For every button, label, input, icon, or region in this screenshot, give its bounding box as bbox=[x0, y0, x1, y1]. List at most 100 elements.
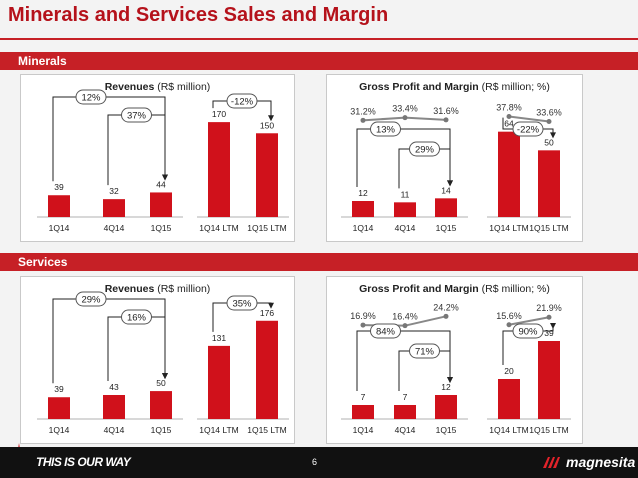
chart-title: Revenues (R$ million) bbox=[21, 81, 294, 93]
chart-title-rest: (R$ million; %) bbox=[478, 283, 550, 295]
margin-label: 33.6% bbox=[536, 108, 562, 118]
bar bbox=[256, 320, 278, 419]
bar-value-label: 7 bbox=[403, 392, 408, 402]
growth-pill bbox=[121, 107, 152, 123]
bar-value-label: 43 bbox=[109, 382, 119, 392]
chart-title-rest: (R$ million; %) bbox=[478, 81, 550, 93]
chart-title-bold: Gross Profit and Margin bbox=[359, 283, 479, 295]
bar-value-label: 20 bbox=[504, 366, 514, 376]
bar bbox=[498, 131, 520, 217]
margin-label: 21.9% bbox=[536, 303, 562, 313]
category-label: 1Q15 bbox=[436, 223, 457, 233]
bar-value-label: 11 bbox=[401, 189, 410, 199]
section-header-services: Services bbox=[0, 253, 638, 271]
category-label: 1Q14 LTM bbox=[489, 425, 529, 435]
minerals-revenues-plot: 39 1Q14 32 4Q14 44 1Q15 170 1Q14 LTM 150 1Q15 LTM… bbox=[37, 89, 289, 233]
margin-point bbox=[546, 119, 552, 125]
margin-point bbox=[402, 323, 408, 329]
bar bbox=[435, 395, 457, 419]
bar-value-label: 32 bbox=[109, 186, 119, 196]
category-label: 4Q14 bbox=[104, 425, 125, 435]
growth-arrowhead bbox=[268, 302, 274, 309]
margin-line bbox=[508, 115, 550, 123]
category-label: 1Q14 bbox=[49, 223, 70, 233]
bar bbox=[150, 391, 172, 419]
margin-label: 15.6% bbox=[496, 311, 522, 321]
bar bbox=[208, 345, 230, 419]
margin-label: 24.2% bbox=[433, 302, 459, 312]
growth-annotation: 13% bbox=[356, 121, 453, 187]
growth-pill bbox=[409, 343, 440, 359]
growth-label: 16% bbox=[127, 313, 147, 324]
category-label: 1Q15 bbox=[151, 223, 172, 233]
growth-label: 29% bbox=[415, 145, 435, 156]
category-label: 1Q15 LTM bbox=[247, 425, 287, 435]
bar bbox=[208, 122, 230, 217]
bar bbox=[48, 195, 70, 217]
growth-annotation: 35% bbox=[212, 295, 274, 332]
margin-label: 16.4% bbox=[392, 312, 418, 322]
growth-pill bbox=[370, 121, 401, 137]
growth-pill bbox=[370, 323, 401, 339]
chart-title-bold: Revenues bbox=[104, 81, 155, 93]
bar bbox=[352, 405, 374, 419]
growth-annotation: 12% bbox=[52, 89, 168, 182]
growth-label: 29% bbox=[81, 295, 101, 306]
growth-arrowhead bbox=[162, 174, 168, 181]
growth-pill bbox=[409, 141, 440, 157]
minerals-gross-profit-chart: Gross Profit and Margin (R$ million; %) … bbox=[326, 74, 583, 242]
growth-pill bbox=[121, 309, 152, 325]
category-label: 4Q14 bbox=[395, 223, 416, 233]
category-label: 1Q14 LTM bbox=[489, 223, 529, 233]
growth-label: -22% bbox=[517, 125, 540, 136]
growth-pill bbox=[75, 89, 107, 105]
category-label: 1Q15 LTM bbox=[529, 425, 569, 435]
category-label: 1Q15 bbox=[436, 425, 457, 435]
category-label: 1Q15 LTM bbox=[247, 223, 287, 233]
category-label: 1Q14 LTM bbox=[199, 425, 239, 435]
margin-point bbox=[506, 113, 512, 119]
bar-value-label: 14 bbox=[441, 185, 451, 195]
category-label: 1Q15 LTM bbox=[529, 223, 569, 233]
margin-line bbox=[508, 316, 550, 326]
minerals-revenues-chart: Revenues (R$ million) 39 1Q14 32 4Q14 44 1Q15… bbox=[20, 74, 295, 242]
bar bbox=[103, 199, 125, 217]
magnesita-logo-icon bbox=[543, 457, 560, 468]
services-revenues-chart: Revenues (R$ million) 39 1Q14 43 4Q14 50 1Q15… bbox=[20, 276, 295, 444]
minerals-gross-profit-plot: 12 1Q14 11 4Q14 14 1Q15 64 1Q14 LTM 50 1Q15 LTM 31… bbox=[341, 102, 571, 233]
growth-pill bbox=[512, 121, 544, 137]
bar bbox=[150, 192, 172, 217]
growth-annotation: -22% bbox=[502, 117, 556, 139]
category-label: 1Q15 bbox=[151, 425, 172, 435]
bar-value-label: 150 bbox=[260, 120, 274, 130]
growth-label: -12% bbox=[231, 97, 254, 108]
services-gross-profit-plot: 7 1Q14 7 4Q14 12 1Q15 20 1Q14 LTM 39 1Q15 LTM 16.9… bbox=[341, 302, 571, 435]
chart-title-bold: Revenues bbox=[104, 283, 155, 295]
margin-label: 31.2% bbox=[350, 106, 376, 116]
bar-value-label: 64 bbox=[504, 119, 514, 129]
growth-pill bbox=[226, 295, 258, 311]
bar bbox=[394, 202, 416, 217]
page-title: Minerals and Services Sales and Margin bbox=[8, 4, 389, 26]
chart-title-rest: (R$ million) bbox=[154, 283, 211, 295]
margin-label: 16.9% bbox=[350, 311, 376, 321]
margin-point bbox=[360, 117, 366, 123]
bar bbox=[394, 405, 416, 419]
footer-bar: THIS IS OUR WAY 6 magnesita bbox=[0, 447, 638, 478]
growth-annotation: 37% bbox=[107, 107, 168, 186]
section-header-minerals: Minerals bbox=[0, 52, 638, 70]
bar bbox=[48, 397, 70, 419]
category-label: 1Q14 bbox=[353, 425, 374, 435]
company-logo: magnesita bbox=[566, 454, 636, 470]
bar bbox=[352, 201, 374, 217]
growth-arrowhead bbox=[268, 115, 274, 122]
margin-label: 31.6% bbox=[433, 106, 459, 116]
growth-bracket bbox=[356, 330, 451, 391]
bar bbox=[435, 198, 457, 217]
chart-title: Gross Profit and Margin (R$ million; %) bbox=[327, 283, 582, 295]
category-label: 4Q14 bbox=[104, 223, 125, 233]
bar-value-label: 50 bbox=[544, 137, 554, 147]
growth-arrowhead bbox=[162, 373, 168, 380]
chart-title-rest: (R$ million) bbox=[154, 81, 211, 93]
growth-arrowhead bbox=[550, 132, 556, 139]
